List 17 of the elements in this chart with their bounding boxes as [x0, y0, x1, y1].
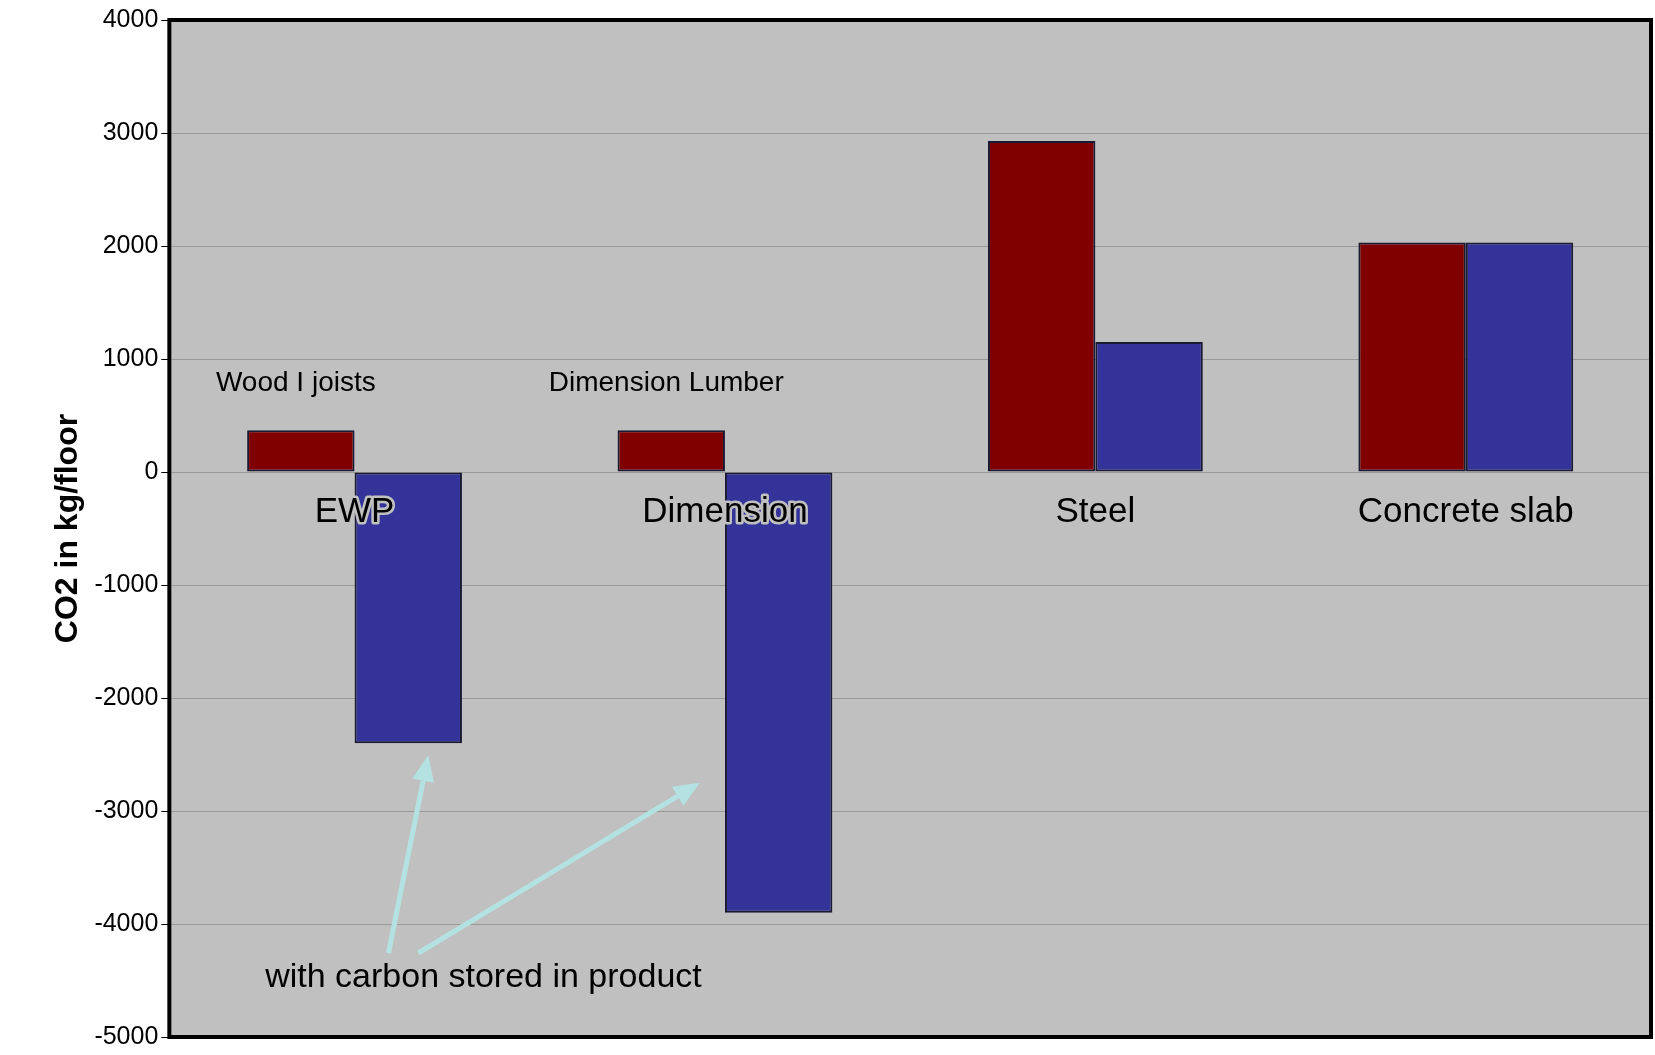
y-axis-title: CO2 in kg/floor [48, 413, 85, 644]
annotation: with carbon stored in product [264, 956, 703, 995]
x-tick-label: Dimension [642, 489, 808, 529]
y-tick-label: 3000 [102, 116, 159, 145]
annotation: Dimension Lumber [548, 365, 784, 397]
y-tick-label: -4000 [94, 907, 159, 936]
y-tick-label: -2000 [94, 681, 159, 710]
y-tick-label: -3000 [94, 794, 159, 823]
x-tick-label: Steel [1055, 489, 1136, 529]
y-tick-label: -5000 [94, 1020, 159, 1049]
y-tick-label: -1000 [94, 568, 159, 597]
annotation: Wood I joists [215, 365, 376, 397]
y-tick-label: 0 [144, 455, 159, 484]
x-tick-label: Concrete slab [1357, 489, 1574, 529]
y-tick-label: 4000 [102, 3, 159, 32]
y-tick-label: 1000 [102, 342, 159, 371]
y-tick-label: 2000 [102, 229, 159, 258]
